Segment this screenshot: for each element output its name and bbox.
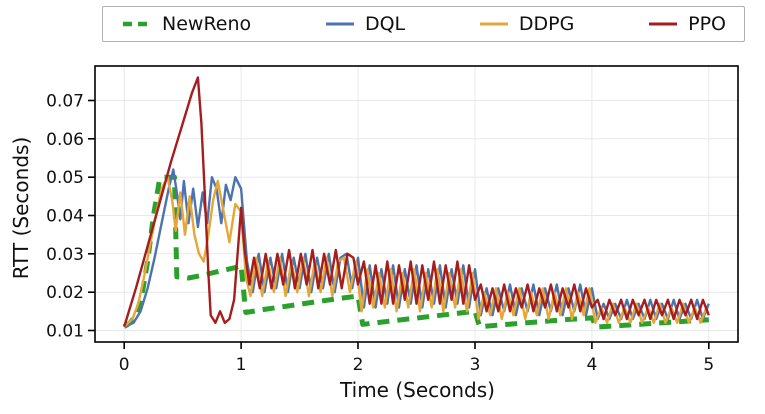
- legend-item-newreno: NewReno: [121, 13, 251, 35]
- plot-border: [94, 65, 739, 343]
- x-tick-label: 2: [353, 355, 364, 375]
- y-tick-label: 0.04: [46, 207, 84, 227]
- legend-marker-ppo: [649, 22, 678, 26]
- x-tick-label: 5: [703, 355, 714, 375]
- y-tick-label: 0.01: [46, 322, 84, 342]
- legend-marker-dql: [325, 22, 354, 26]
- y-tick-label: 0.03: [46, 245, 84, 265]
- legend-item-ppo: PPO: [647, 13, 726, 35]
- legend-label-ppo: PPO: [688, 13, 726, 35]
- x-tick-label: 0: [119, 355, 130, 375]
- y-tick-label: 0.06: [46, 130, 84, 150]
- x-tick-label: 1: [236, 355, 247, 375]
- legend-marker-newreno: [123, 21, 151, 27]
- legend-item-ddpg: DDPG: [478, 13, 574, 35]
- series-ppo: [123, 76, 710, 328]
- y-tick-label: 0.07: [46, 92, 84, 112]
- x-tick-label: 3: [470, 355, 481, 375]
- legend-marker-ddpg: [479, 22, 508, 26]
- y-tick-label: 0.02: [46, 283, 84, 303]
- legend: NewReno DQL DDPG PPO: [102, 6, 745, 42]
- legend-item-dql: DQL: [324, 13, 405, 35]
- y-tick-label: 0.05: [46, 168, 84, 188]
- legend-label-ddpg: DDPG: [518, 13, 575, 35]
- series-newreno: [122, 174, 709, 330]
- x-axis-label: Time (Seconds): [340, 378, 495, 402]
- legend-label-dql: DQL: [364, 13, 406, 35]
- legend-label-newreno: NewReno: [162, 13, 252, 35]
- series-ddpg: [123, 175, 708, 328]
- y-axis-label: RTT (Seconds): [9, 136, 33, 280]
- x-tick-label: 4: [586, 355, 597, 375]
